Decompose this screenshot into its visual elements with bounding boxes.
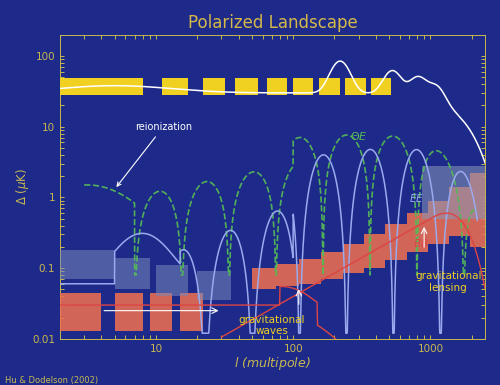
Text: gravitational
lensing: gravitational lensing	[415, 271, 482, 293]
Text: reionization: reionization	[117, 122, 192, 186]
Text: $\Theta E$: $\Theta E$	[350, 130, 368, 142]
Text: Hu & Dodelson (2002): Hu & Dodelson (2002)	[5, 376, 98, 385]
Text: gravitational
waves: gravitational waves	[238, 315, 305, 336]
Title: Polarized Landscape: Polarized Landscape	[188, 14, 358, 32]
Text: $BB$: $BB$	[413, 237, 429, 249]
X-axis label: $l$ (multipole): $l$ (multipole)	[234, 355, 311, 372]
Text: $EE$: $EE$	[409, 192, 424, 204]
Y-axis label: $\Delta$ ($\mu$K): $\Delta$ ($\mu$K)	[14, 168, 31, 205]
